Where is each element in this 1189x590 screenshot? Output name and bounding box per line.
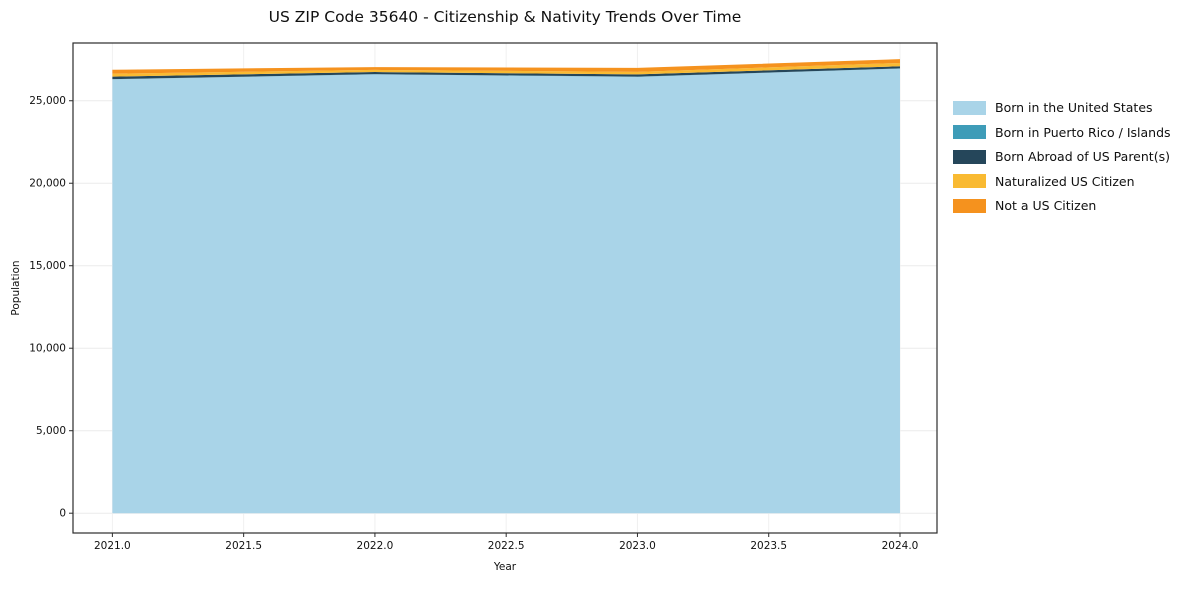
legend-swatch: [953, 198, 986, 213]
area-born-abroad-of-us-parent-s-: [112, 66, 900, 80]
legend-label: Not a US Citizen: [995, 198, 1097, 213]
x-tick-label: 2021.5: [225, 540, 262, 552]
legend-item: Born in the United States: [953, 100, 1171, 115]
y-tick-label: 10,000: [29, 343, 66, 355]
legend: Born in the United States Born in Puerto …: [953, 100, 1171, 213]
legend-swatch: [953, 100, 986, 115]
x-tick-label: 2022.5: [488, 540, 525, 552]
area-not-a-us-citizen: [112, 59, 900, 74]
legend-item: Born Abroad of US Parent(s): [953, 149, 1171, 164]
y-tick-label: 5,000: [36, 425, 66, 437]
y-axis-label: Population: [10, 260, 22, 316]
x-tick-label: 2023.5: [750, 540, 787, 552]
x-axis-label: Year: [493, 561, 517, 573]
x-tick-label: 2024.0: [882, 540, 919, 552]
plot-border: [72, 42, 938, 534]
x-tick-label: 2021.0: [94, 540, 131, 552]
legend-label: Born in the United States: [995, 100, 1153, 115]
legend-label: Born in Puerto Rico / Islands: [995, 124, 1171, 140]
area-naturalized-us-citizen: [112, 62, 900, 77]
y-tick-label: 20,000: [29, 178, 66, 190]
legend-item: Naturalized US Citizen: [953, 174, 1171, 189]
legend-item: Not a US Citizen: [953, 198, 1171, 213]
chart-title: US ZIP Code 35640 - Citizenship & Nativi…: [268, 8, 742, 26]
x-tick-label: 2022.0: [357, 540, 394, 552]
y-tick-label: 15,000: [29, 260, 66, 272]
legend-swatch: [953, 125, 986, 139]
legend-item: Born in Puerto Rico / Islands: [953, 125, 1171, 140]
legend-swatch: [953, 174, 986, 188]
area-born-in-the-united-states: [112, 68, 900, 514]
y-tick-label: 0: [59, 508, 66, 520]
legend-label: Naturalized US Citizen: [995, 173, 1135, 189]
legend-label: Born Abroad of US Parent(s): [995, 149, 1170, 164]
y-tick-label: 25,000: [29, 95, 66, 107]
x-tick-label: 2023.0: [619, 540, 656, 552]
legend-swatch: [953, 149, 986, 164]
